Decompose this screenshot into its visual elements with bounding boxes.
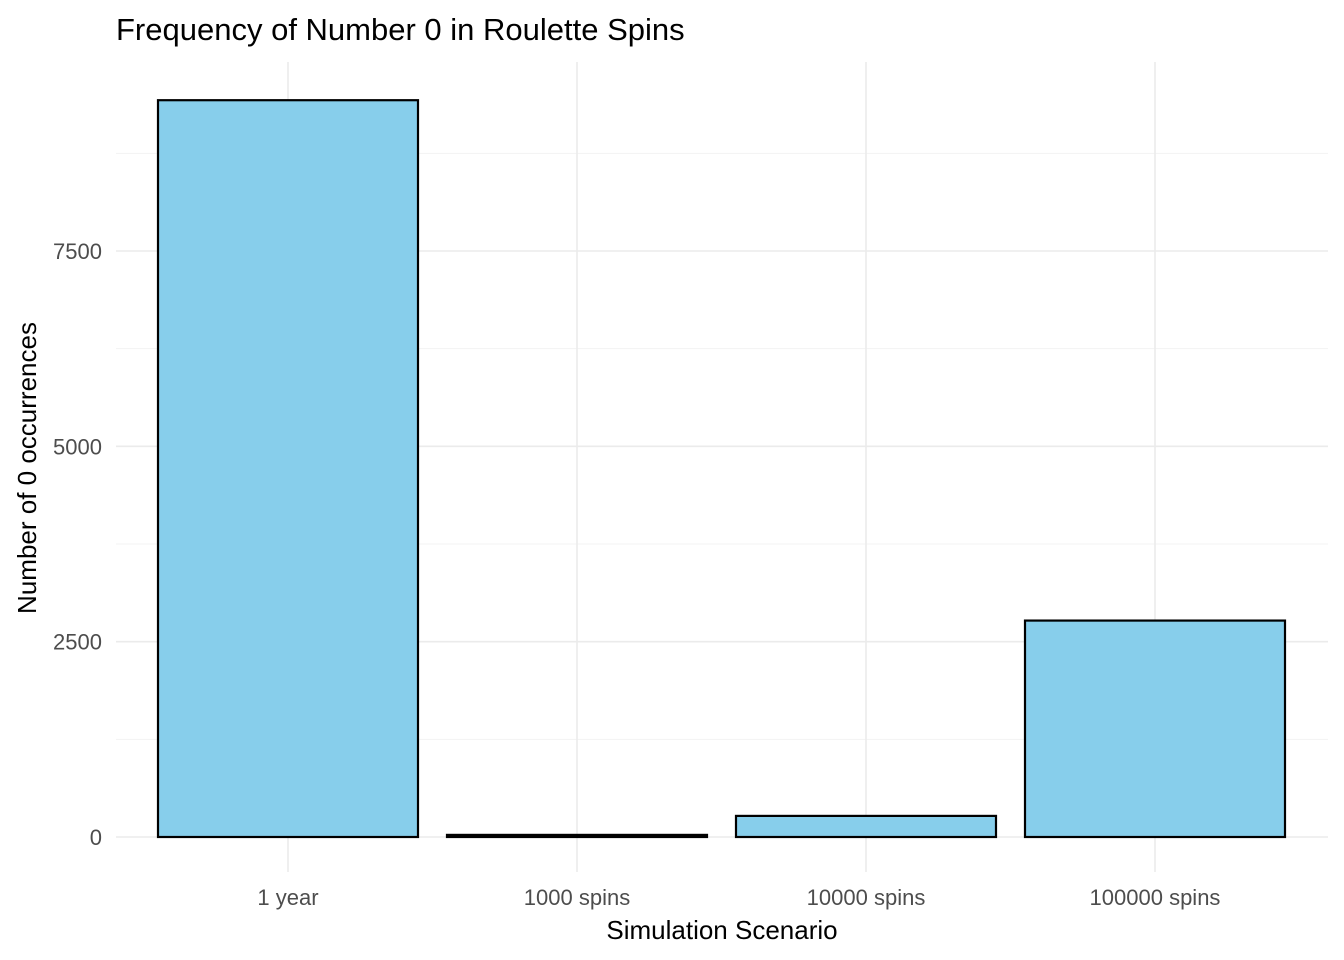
y-tick-label: 5000 [53, 434, 102, 459]
bar-1 [445, 833, 709, 839]
x-axis-title: Simulation Scenario [606, 915, 837, 945]
y-tick-labels: 0 2500 5000 7500 [53, 239, 102, 850]
bar-3 [1023, 619, 1287, 839]
bar-2 [734, 814, 998, 839]
y-tick-label: 7500 [53, 239, 102, 264]
x-tick-label: 10000 spins [807, 885, 926, 910]
bar-0 [156, 99, 420, 839]
y-tick-label: 2500 [53, 630, 102, 655]
y-axis-title: Number of 0 occurrences [12, 322, 42, 614]
bars [156, 99, 1287, 839]
x-tick-labels: 1 year 1000 spins 10000 spins 100000 spins [257, 885, 1220, 910]
y-tick-label: 0 [90, 825, 102, 850]
x-tick-label: 1 year [257, 885, 318, 910]
x-tick-label: 1000 spins [524, 885, 630, 910]
chart-title: Frequency of Number 0 in Roulette Spins [116, 12, 685, 47]
x-tick-label: 100000 spins [1090, 885, 1221, 910]
